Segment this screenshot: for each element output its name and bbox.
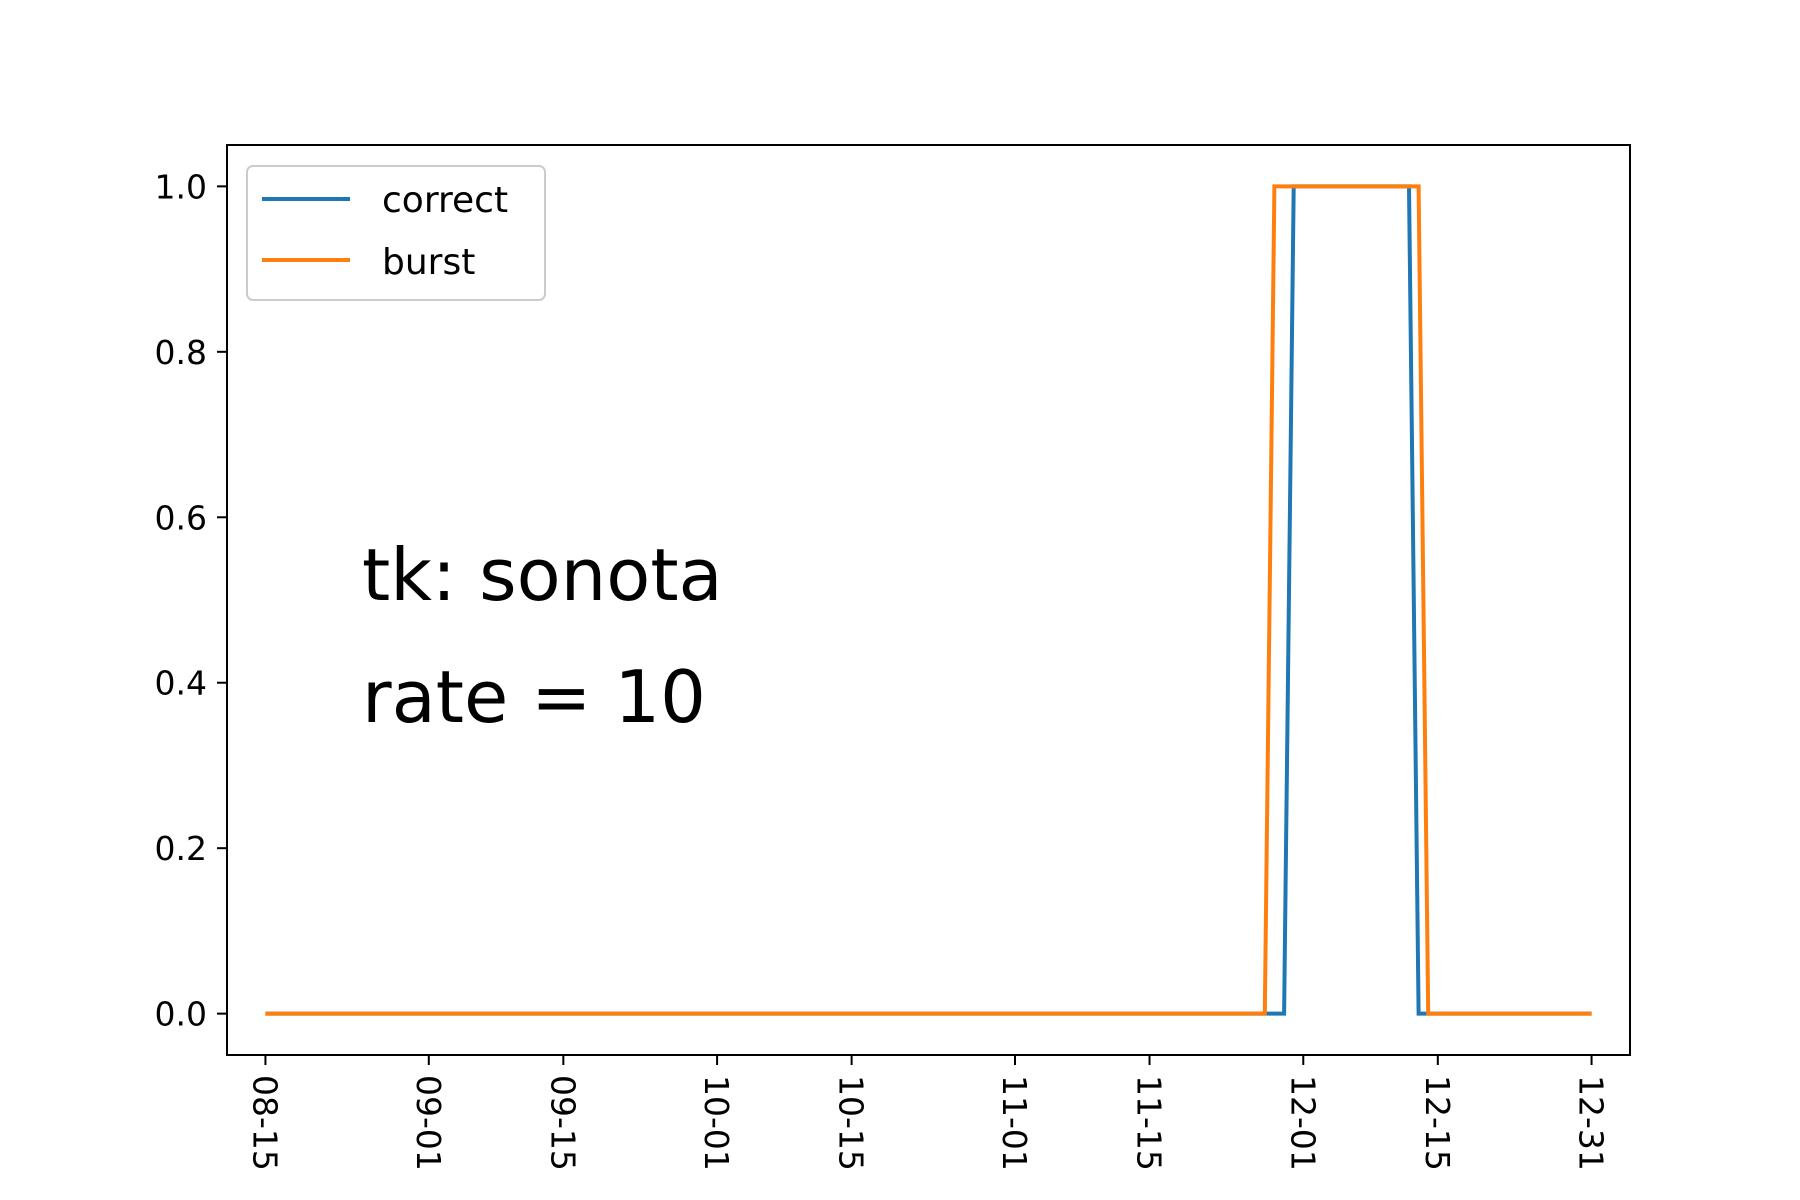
x-tick-label: 08-15 bbox=[245, 1075, 284, 1171]
plot-series bbox=[265, 184, 1592, 1016]
series-line-burst bbox=[265, 184, 1592, 1016]
x-tick-label: 12-15 bbox=[1418, 1075, 1457, 1171]
y-tick-label: 0.8 bbox=[155, 333, 207, 372]
legend-label-correct: correct bbox=[382, 180, 508, 221]
y-axis: 0.0 0.2 0.4 0.6 0.8 1.0 bbox=[155, 167, 227, 1034]
x-tick-label: 11-01 bbox=[995, 1075, 1034, 1171]
x-tick-label: 10-15 bbox=[832, 1075, 871, 1171]
x-tick-label: 11-15 bbox=[1130, 1075, 1169, 1171]
x-tick-label: 09-15 bbox=[543, 1075, 582, 1171]
x-tick-label: 09-01 bbox=[409, 1075, 448, 1171]
legend: correct burst bbox=[246, 165, 546, 301]
x-axis: 08-15 09-01 09-15 10-01 10-15 11-01 11-15 12-01… bbox=[245, 1055, 1611, 1171]
annotation-rate: rate = 10 bbox=[362, 655, 706, 739]
y-tick-label: 0.0 bbox=[155, 995, 207, 1034]
x-tick-label: 12-01 bbox=[1283, 1075, 1322, 1171]
legend-label-burst: burst bbox=[382, 242, 475, 283]
y-tick-label: 0.2 bbox=[155, 829, 207, 868]
plot-frame bbox=[226, 144, 1631, 1056]
x-tick-label: 10-01 bbox=[697, 1075, 736, 1171]
x-tick-label: 12-31 bbox=[1572, 1075, 1611, 1171]
annotation-tk: tk: sonota bbox=[362, 533, 723, 617]
y-tick-label: 0.4 bbox=[155, 664, 207, 703]
y-tick-label: 1.0 bbox=[155, 167, 207, 206]
y-tick-label: 0.6 bbox=[155, 498, 207, 537]
